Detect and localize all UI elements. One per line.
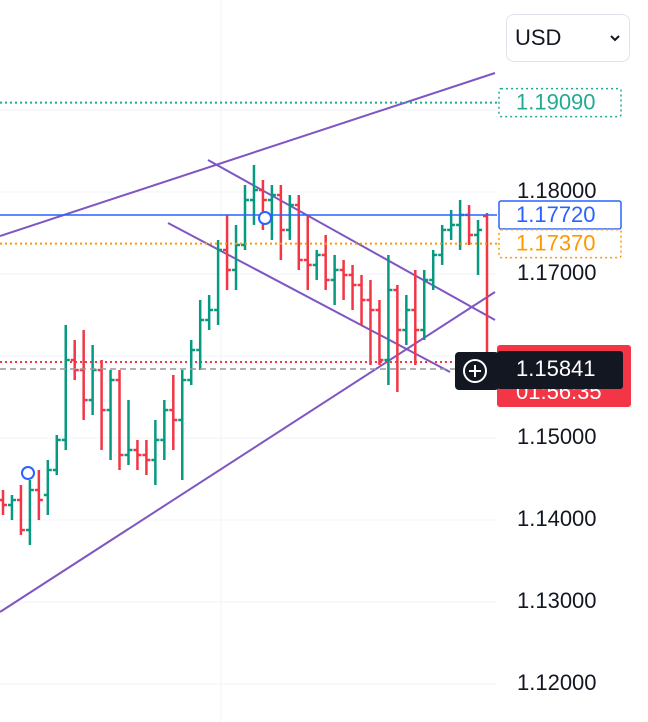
y-tick-label: 1.13000 xyxy=(517,588,597,613)
level-label: 1.17720 xyxy=(516,202,596,227)
levels xyxy=(0,101,497,370)
y-tick-label: 1.18000 xyxy=(517,178,597,203)
plus-icon xyxy=(469,365,481,377)
y-tick-label: 1.14000 xyxy=(517,506,597,531)
y-tick-label: 1.15000 xyxy=(517,424,597,449)
drawings xyxy=(0,72,497,613)
crosshair-button[interactable] xyxy=(455,352,499,390)
currency-text: USD xyxy=(515,25,562,50)
level-label: 1.17370 xyxy=(516,230,596,255)
anchor-point xyxy=(21,466,35,480)
level-label: 1.19090 xyxy=(516,89,596,114)
current-price-box xyxy=(497,351,623,390)
trend-line xyxy=(0,72,496,237)
anchor-point xyxy=(258,211,272,225)
y-tick-label: 1.17000 xyxy=(517,260,597,285)
level-label-box xyxy=(498,200,622,230)
y-tick-label: 1.12000 xyxy=(517,670,597,695)
currency-selector[interactable]: USD xyxy=(506,14,630,62)
anchors xyxy=(21,211,272,480)
trend-line xyxy=(207,159,496,321)
current-price-label: 1.15841 xyxy=(516,356,596,381)
level-label-box xyxy=(498,87,622,118)
bars xyxy=(0,165,491,546)
level-label-box xyxy=(498,228,622,259)
plus-icon xyxy=(463,359,487,383)
trend-line xyxy=(167,222,451,373)
chevron xyxy=(610,35,620,42)
trend-line xyxy=(0,291,496,613)
